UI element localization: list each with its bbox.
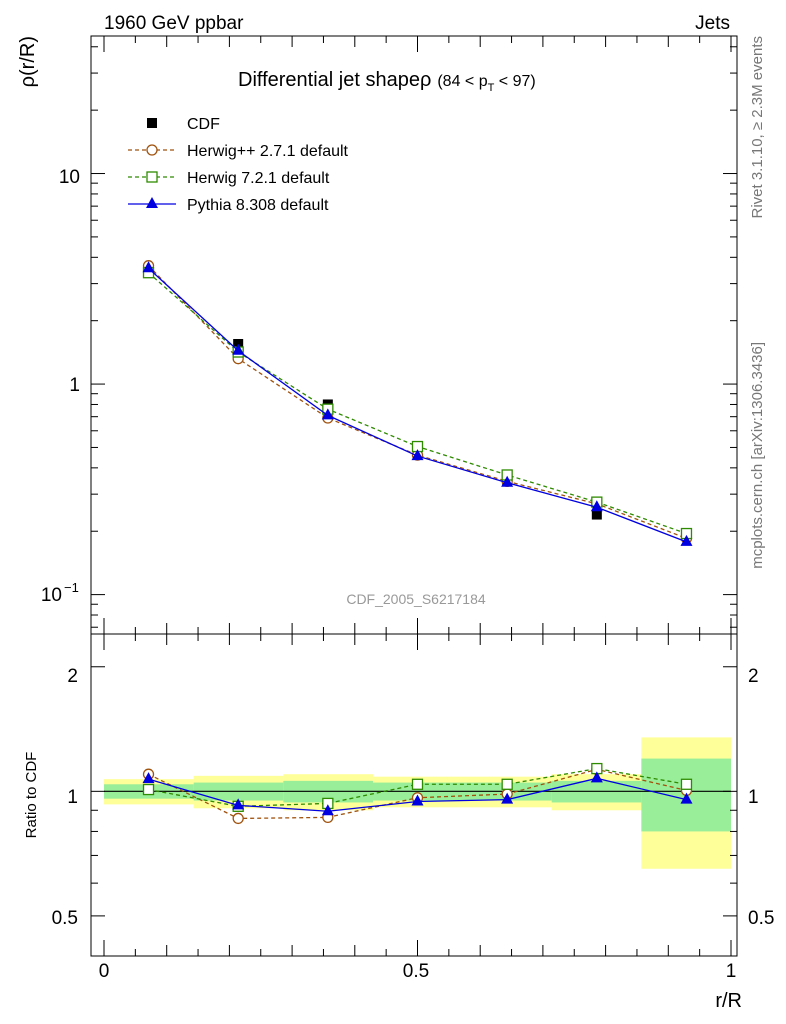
main-title-cut-sub: T [488, 82, 495, 94]
series-point-ratio-3-2 [321, 804, 334, 816]
series-point-ratio-3-4 [501, 792, 514, 804]
series-point-ratio-3-5 [590, 771, 603, 783]
header-right: Jets [695, 13, 730, 34]
ratio-xtick-0: 0 [99, 961, 110, 982]
chart-marks [142, 260, 693, 825]
series-point-main-3-6 [680, 534, 693, 546]
ratio-xtick-05: 0.5 [403, 961, 429, 982]
series-point-ratio-3-3 [411, 794, 424, 806]
series-point-ratio-3-6 [680, 792, 693, 804]
series-point-main-3-1 [232, 343, 245, 355]
main-title-text: Differential jet shapeρ [238, 69, 431, 91]
ratio-ytick-2-left: 2 [67, 666, 78, 687]
legend-label-cdf: CDF [187, 116, 220, 133]
main-ytick-01: 10 [41, 585, 62, 606]
legend-marker-herwigpp [146, 144, 158, 156]
main-ytick-01-base: 10 [41, 585, 62, 606]
axis-ticks [91, 36, 737, 956]
ratio-ylabel: Ratio to CDF [23, 752, 40, 839]
legend-label-herwigpp: Herwig++ 2.7.1 default [187, 143, 349, 160]
series-line-main-3 [148, 267, 687, 543]
ratio-ytick-05-right: 0.5 [748, 908, 774, 929]
main-title-cut-post: < 97) [494, 73, 535, 90]
ratio-plot-frame [90, 633, 738, 957]
legend: CDF Herwig++ 2.7.1 default Herwig 7.2.1 … [128, 116, 349, 214]
series-point-ratio-2-0 [142, 783, 155, 796]
header-left: 1960 GeV ppbar [104, 13, 244, 34]
ratio-ytick-1-right: 1 [748, 787, 759, 808]
main-title: Differential jet shapeρ (84 < pT < 97) [238, 69, 536, 94]
series-point-main-3-4 [501, 475, 514, 487]
legend-marker-pythia [146, 197, 158, 208]
series-point-ratio-2-3 [411, 778, 424, 790]
legend-marker-herwig7 [146, 171, 158, 183]
series-line-main-2 [148, 272, 687, 535]
main-ytick-1: 1 [69, 375, 80, 396]
main-ytick-10: 10 [59, 167, 80, 188]
legend-label-herwig7: Herwig 7.2.1 default [187, 170, 330, 187]
rivet-label: Rivet 3.1.10, ≥ 2.3M events [749, 36, 766, 219]
main-ytick-01-exp: −1 [64, 580, 79, 595]
main-title-cut: (84 < p [437, 73, 487, 90]
series-point-ratio-3-1 [232, 798, 245, 810]
series-point-ratio-1-1 [232, 812, 244, 825]
main-watermark: CDF_2005_S6217184 [346, 591, 486, 607]
ratio-ytick-2-right: 2 [748, 666, 759, 687]
series-point-ratio-3-0 [142, 772, 155, 784]
mcplots-label: mcplots.cern.ch [arXiv:1306.3436] [749, 342, 766, 569]
cdf-point-5 [591, 509, 602, 520]
ratio-ytick-1-left: 1 [67, 787, 78, 808]
series-point-main-3-0 [142, 261, 155, 273]
series-point-main-3-2 [321, 408, 334, 420]
legend-marker-cdf [147, 118, 157, 128]
series-point-ratio-2-6 [680, 778, 693, 790]
legend-label-pythia: Pythia 8.308 default [187, 197, 329, 214]
ratio-xtick-1: 1 [726, 961, 737, 982]
series-point-main-3-3 [411, 449, 424, 461]
series-point-ratio-2-4 [501, 778, 513, 790]
series-point-main-3-5 [590, 500, 603, 512]
ratio-ytick-05-left: 0.5 [52, 908, 78, 929]
ratio-xlabel: r/R [715, 990, 742, 1012]
series-line-main-1 [148, 265, 687, 539]
main-ylabel: ρ(r/R) [17, 36, 39, 87]
